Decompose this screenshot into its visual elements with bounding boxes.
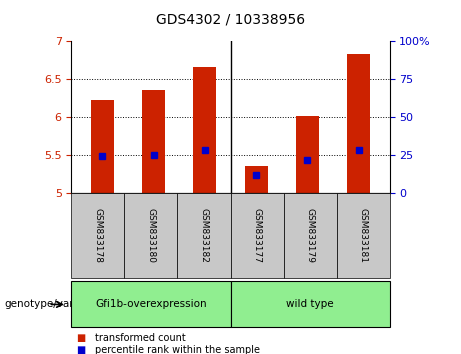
Bar <box>91 100 114 193</box>
Text: genotype/variation: genotype/variation <box>5 299 104 309</box>
Bar <box>193 67 216 193</box>
Text: Gfi1b-overexpression: Gfi1b-overexpression <box>95 299 207 309</box>
Text: ■: ■ <box>76 346 85 354</box>
Text: ■: ■ <box>76 333 85 343</box>
Text: GSM833181: GSM833181 <box>359 208 367 263</box>
Text: GSM833179: GSM833179 <box>306 208 314 263</box>
Text: GDS4302 / 10338956: GDS4302 / 10338956 <box>156 12 305 27</box>
Bar <box>296 116 319 193</box>
Bar <box>245 166 268 193</box>
Text: wild type: wild type <box>286 299 334 309</box>
Bar <box>142 90 165 193</box>
Text: GSM833178: GSM833178 <box>94 208 102 263</box>
Text: GSM833180: GSM833180 <box>147 208 155 263</box>
Text: transformed count: transformed count <box>95 333 185 343</box>
Text: GSM833182: GSM833182 <box>200 208 208 263</box>
Bar <box>347 55 370 193</box>
Text: percentile rank within the sample: percentile rank within the sample <box>95 346 260 354</box>
Text: GSM833177: GSM833177 <box>253 208 261 263</box>
